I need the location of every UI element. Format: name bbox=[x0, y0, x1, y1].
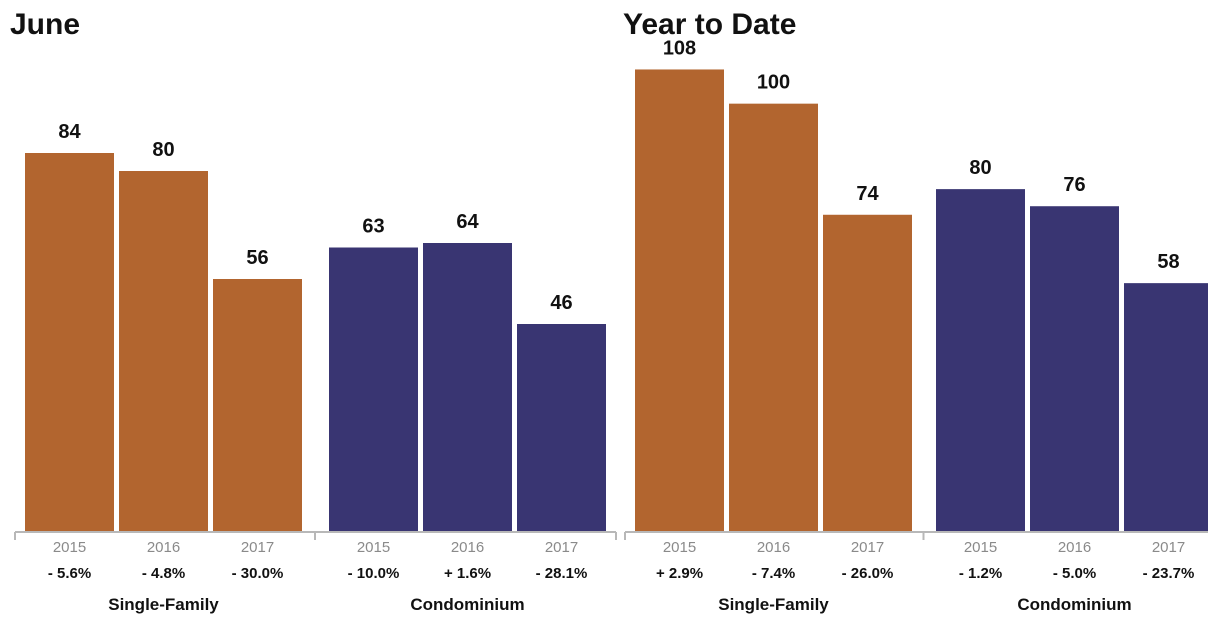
x-tick-label-year: 2015 bbox=[53, 539, 86, 556]
percent-change-label: - 5.6% bbox=[48, 565, 91, 582]
percent-change-label: - 10.0% bbox=[348, 565, 400, 582]
bar-value-label: 108 bbox=[663, 37, 696, 59]
bar-group-year-to-date: 108 2015 + 2.9% 100 2016 - 7.4% 74 2017 - 26.0% S… bbox=[624, 37, 1208, 614]
group-label-single-family: Single-Family bbox=[718, 595, 829, 614]
panel-year-to-date: Year to Date 108 2015 + 2.9% 100 2016 - 7.4% 7… bbox=[623, 8, 1208, 614]
bar-condominium-2015 bbox=[936, 189, 1025, 531]
bar-value-label: 74 bbox=[856, 183, 879, 205]
bar-single-family-2016 bbox=[119, 171, 208, 531]
bar-value-label: 46 bbox=[550, 292, 572, 314]
percent-change-label: - 7.4% bbox=[752, 565, 795, 582]
bar-value-label: 84 bbox=[58, 121, 81, 143]
percent-change-label: - 1.2% bbox=[959, 565, 1002, 582]
bar-value-label: 56 bbox=[246, 247, 268, 269]
panel-title-year-to-date: Year to Date bbox=[623, 8, 796, 41]
percent-change-label: - 30.0% bbox=[232, 565, 284, 582]
bar-value-label: 63 bbox=[362, 216, 384, 238]
bar-condominium-2017 bbox=[1124, 283, 1208, 531]
bar-value-label: 64 bbox=[456, 211, 479, 233]
percent-change-label: + 1.6% bbox=[444, 565, 491, 582]
x-tick-label-year: 2016 bbox=[451, 539, 484, 556]
percent-change-label: - 26.0% bbox=[842, 565, 894, 582]
x-tick-label-year: 2017 bbox=[241, 539, 274, 556]
percent-change-label: - 23.7% bbox=[1143, 565, 1195, 582]
bar-single-family-2015 bbox=[635, 69, 724, 531]
percent-change-label: - 28.1% bbox=[536, 565, 588, 582]
bar-condominium-2015 bbox=[329, 247, 418, 531]
bar-single-family-2016 bbox=[729, 103, 818, 531]
group-label-condominium: Condominium bbox=[1017, 595, 1131, 614]
percent-change-label: - 4.8% bbox=[142, 565, 185, 582]
bar-group-june: 84 2015 - 5.6% 80 2016 - 4.8% 56 2017 - 30.0% Sin… bbox=[14, 121, 617, 614]
bar-condominium-2017 bbox=[517, 324, 606, 531]
bar-single-family-2015 bbox=[25, 153, 114, 531]
bar-value-label: 76 bbox=[1063, 174, 1085, 196]
panel-june: June 84 2015 - 5.6% 80 2016 - 4.8% 56 2017 - 30.… bbox=[10, 8, 617, 614]
bar-value-label: 100 bbox=[757, 72, 790, 94]
x-tick-label-year: 2017 bbox=[1152, 539, 1185, 556]
bar-value-label: 58 bbox=[1157, 251, 1179, 273]
x-tick-label-year: 2015 bbox=[357, 539, 390, 556]
x-tick-label-year: 2016 bbox=[147, 539, 180, 556]
bar-single-family-2017 bbox=[213, 279, 302, 531]
x-tick-label-year: 2015 bbox=[663, 539, 696, 556]
x-tick-label-year: 2017 bbox=[545, 539, 578, 556]
panel-title-june: June bbox=[10, 8, 80, 41]
bar-value-label: 80 bbox=[969, 157, 991, 179]
bar-condominium-2016 bbox=[423, 243, 512, 531]
x-tick-label-year: 2015 bbox=[964, 539, 997, 556]
percent-change-label: - 5.0% bbox=[1053, 565, 1096, 582]
x-tick-label-year: 2017 bbox=[851, 539, 884, 556]
x-tick-label-year: 2016 bbox=[1058, 539, 1091, 556]
percent-change-label: + 2.9% bbox=[656, 565, 703, 582]
bar-single-family-2017 bbox=[823, 214, 912, 531]
group-label-condominium: Condominium bbox=[410, 595, 524, 614]
group-label-single-family: Single-Family bbox=[108, 595, 219, 614]
bar-value-label: 80 bbox=[152, 139, 174, 161]
bar-condominium-2016 bbox=[1030, 206, 1119, 531]
x-tick-label-year: 2016 bbox=[757, 539, 790, 556]
